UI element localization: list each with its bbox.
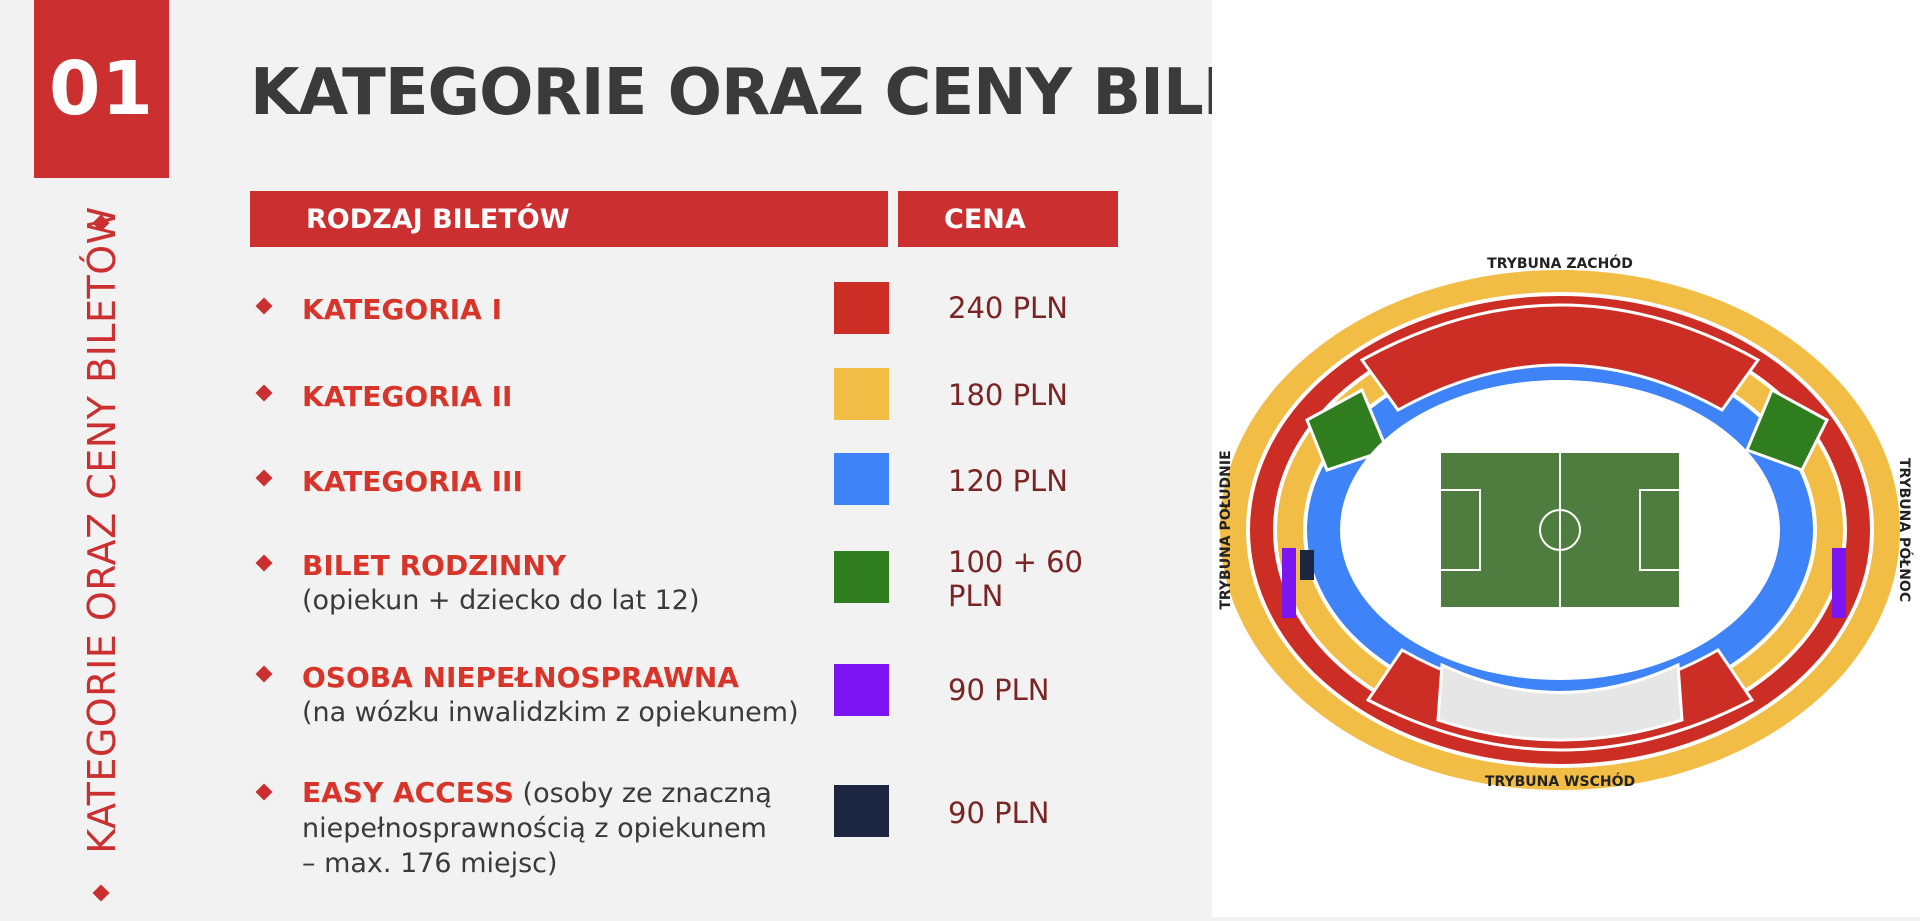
diamond-bullet-icon [255,469,273,487]
pitch-penalty-box [1439,489,1481,571]
category-price: 90 PLN [948,673,1050,707]
category-name: BILET RODZINNY [302,549,567,582]
category-description: (osoby ze znaczną niepełnosprawnością z … [302,778,772,879]
category-color-swatch [834,453,889,505]
category-description: (opiekun + dziecko do lat 12) [302,585,700,616]
category-price: 180 PLN [948,378,1068,412]
category-color-swatch [834,551,889,603]
category-price-line2: PLN [948,579,1004,613]
family-sector [1745,387,1829,472]
category-description: (na wózku inwalidzkim z opiekunem) [302,697,799,728]
stadium-map: TRYBUNA ZACHÓD TRYBUNA WSCHÓD TRYBUNA PO… [1216,254,1914,794]
category-color-swatch [834,785,889,837]
category-name: OSOBA NIEPEŁNOSPRAWNA [302,661,740,694]
stadium-map-panel: TRYBUNA ZACHÓD TRYBUNA WSCHÓD TRYBUNA PO… [1212,0,1920,917]
ticket-info-panel: 01 KATEGORIE ORAZ CENY BILETÓW KATEGORIE… [34,0,1413,902]
pitch-center-circle [1539,509,1581,551]
category-name: KATEGORIA I [302,293,503,326]
category-color-swatch [834,282,889,334]
section-number: 01 [34,0,169,178]
west-lower-sectors [1359,303,1761,412]
stand-label-north: TRYBUNA PÓŁNOC [1896,458,1914,602]
disabled-sector [1832,548,1846,618]
category-color-swatch [834,664,889,716]
category-color-swatch [834,368,889,420]
header-price: CENA [898,191,1118,247]
category-name: EASY ACCESS [302,776,514,809]
diamond-bullet-icon [92,884,110,902]
disabled-sector [1282,548,1296,618]
easy-access-text: EASY ACCESS (osoby ze znaczną niepełnosp… [302,775,782,881]
category-price-line1: 100 + 60 [948,545,1083,579]
easy-access-sector [1300,550,1314,580]
category-name: KATEGORIA II [302,380,513,413]
diamond-bullet-icon [255,297,273,315]
diamond-bullet-icon [255,554,273,572]
category-price: 90 PLN [948,796,1050,830]
vertical-title: KATEGORIE ORAZ CENY BILETÓW [80,206,124,854]
category-price: 120 PLN [948,464,1068,498]
stand-label-south: TRYBUNA POŁUDNIE [1218,450,1234,609]
diamond-bullet-icon [255,665,273,683]
pitch-penalty-box [1639,489,1681,571]
header-ticket-type: RODZAJ BILETÓW [250,191,888,247]
category-price: 240 PLN [948,291,1068,325]
diamond-bullet-icon [255,384,273,402]
east-central-sectors [1436,662,1684,742]
diamond-bullet-icon [255,783,273,801]
stand-label-east: TRYBUNA WSCHÓD [1485,772,1635,790]
stand-label-west: TRYBUNA ZACHÓD [1487,254,1633,272]
category-name: KATEGORIA III [302,465,523,498]
